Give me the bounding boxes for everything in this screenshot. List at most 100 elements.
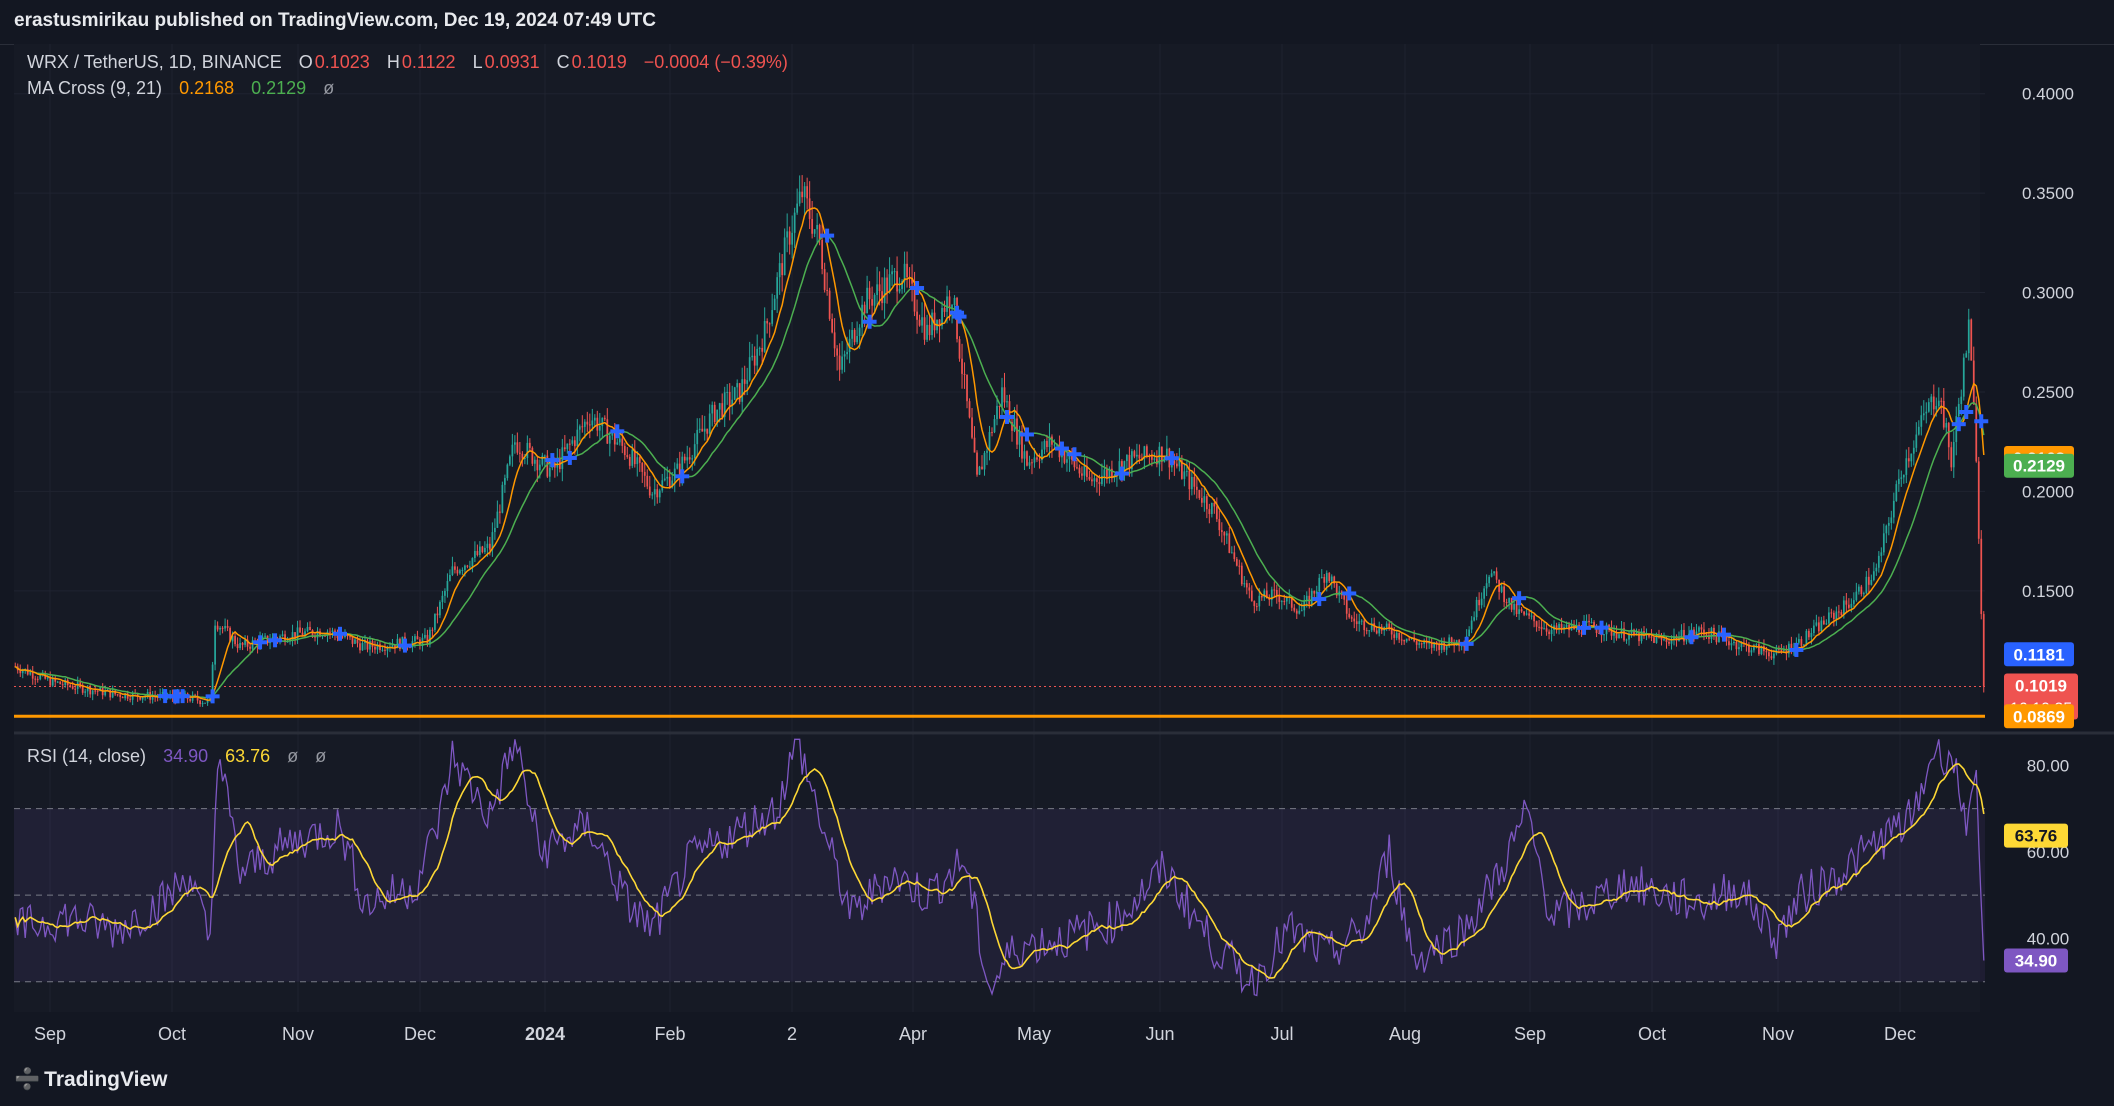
candle-body — [1922, 413, 1925, 416]
candle-body — [1813, 625, 1815, 634]
time-axis-tick: Apr — [899, 1024, 927, 1044]
candle-body — [1295, 610, 1298, 614]
candle-body — [566, 443, 569, 450]
candle-body — [1490, 573, 1493, 577]
candle-body — [1860, 586, 1863, 595]
candle-body — [1016, 418, 1018, 445]
candle-body — [1880, 552, 1883, 556]
candle-body — [1780, 648, 1783, 652]
tradingview-mark-icon: ➗ — [14, 1068, 40, 1091]
candle-body — [1073, 459, 1076, 468]
candle-body — [1558, 623, 1560, 630]
rsi-visibility-icon-2[interactable]: ø — [315, 746, 327, 766]
candle-body — [1835, 611, 1838, 619]
candle-body — [1133, 451, 1136, 457]
candle-body — [763, 321, 766, 352]
candle-body — [1955, 416, 1958, 443]
candle-body — [346, 634, 349, 637]
candle-body — [541, 455, 544, 465]
candle-body — [36, 678, 39, 680]
candle-body — [1350, 617, 1353, 619]
candle-body — [1420, 643, 1423, 645]
candle-body — [109, 689, 112, 698]
rsi-axis-tick: 40.00 — [2027, 929, 2070, 948]
candle-body — [713, 404, 716, 423]
candle-body — [336, 634, 339, 638]
candle-body — [1123, 461, 1126, 475]
candle-body — [1967, 319, 1970, 354]
ma-cross-legend[interactable]: MA Cross (9, 21) 0.2168 0.2129 ø — [27, 78, 336, 99]
candle-body — [961, 358, 963, 374]
ma-visibility-icon[interactable]: ø — [323, 78, 335, 98]
candle-body — [613, 431, 616, 445]
candle-body — [1588, 620, 1590, 623]
candle-body — [1493, 571, 1495, 574]
candle-body — [49, 677, 52, 686]
candle-body — [1675, 635, 1678, 641]
candle-body — [878, 284, 881, 292]
low-label: L — [472, 52, 483, 72]
rsi-legend[interactable]: RSI (14, close) 34.90 63.76 ø ø — [27, 746, 328, 767]
candle-body — [1093, 478, 1096, 482]
candle-body — [161, 692, 164, 694]
candle-body — [721, 403, 724, 417]
ma-slow-value: 0.2129 — [251, 78, 307, 98]
chart-canvas[interactable]: 0.1500 0.2000 0.2500 0.3000 0.3500 0.4000 Sep O… — [0, 0, 2114, 1060]
candle-body — [1173, 461, 1176, 464]
candle-body — [1245, 583, 1248, 588]
candle-body — [1103, 469, 1106, 476]
candle-body — [1215, 506, 1218, 520]
candle-body — [1348, 613, 1351, 618]
candle-body — [1021, 431, 1023, 459]
candle-body — [1912, 447, 1915, 454]
candle-body — [1013, 418, 1016, 431]
candle-body — [806, 186, 809, 199]
candle-body — [838, 355, 841, 370]
candle-body — [1300, 610, 1303, 612]
candle-body — [743, 379, 746, 384]
candle-body — [1545, 628, 1548, 632]
close-value: 0.1019 — [571, 52, 627, 72]
footer-bar — [0, 1060, 2114, 1106]
candle-body — [1952, 442, 1955, 468]
candle-body — [46, 677, 49, 679]
candle-body — [1390, 627, 1393, 635]
candle-body — [1018, 431, 1021, 445]
candle-body — [1448, 637, 1451, 647]
candle-body — [1185, 470, 1188, 472]
candle-body — [963, 373, 966, 375]
price-axis-tick: 0.2000 — [2022, 482, 2074, 501]
candle-body — [916, 311, 918, 320]
candle-body — [1698, 627, 1700, 632]
candle-body — [294, 632, 296, 639]
time-axis-tick: Sep — [34, 1024, 66, 1044]
candle-body — [1937, 400, 1940, 407]
candle-body — [586, 421, 589, 425]
candle-body — [464, 565, 466, 570]
candle-body — [359, 643, 361, 651]
rsi-visibility-icon-1[interactable]: ø — [287, 746, 299, 766]
candle-body — [1066, 459, 1068, 463]
candle-body — [1748, 644, 1750, 653]
candle-body — [1905, 458, 1908, 475]
candle-body — [211, 664, 214, 699]
candle-body — [981, 466, 983, 470]
candle-body — [1815, 622, 1818, 626]
candle-body — [1101, 475, 1103, 485]
candle-body — [1003, 387, 1006, 403]
candle-body — [499, 511, 501, 513]
candle-body — [1313, 590, 1316, 594]
candle-body — [1086, 465, 1088, 477]
candle-body — [1088, 476, 1091, 480]
candle-body — [1800, 639, 1803, 646]
candle-body — [1235, 559, 1238, 566]
last-price-tag: 0.1019 — [2015, 676, 2067, 695]
rsi-ma-tag-bg — [2004, 823, 2068, 848]
candle-body — [1942, 401, 1945, 428]
candle-body — [1820, 620, 1823, 632]
candle-body — [1325, 572, 1328, 583]
candle-body — [1358, 621, 1361, 625]
candle-body — [1525, 613, 1528, 615]
tradingview-logo[interactable]: ➗ TradingView — [14, 1068, 167, 1092]
candle-body — [1443, 641, 1446, 650]
